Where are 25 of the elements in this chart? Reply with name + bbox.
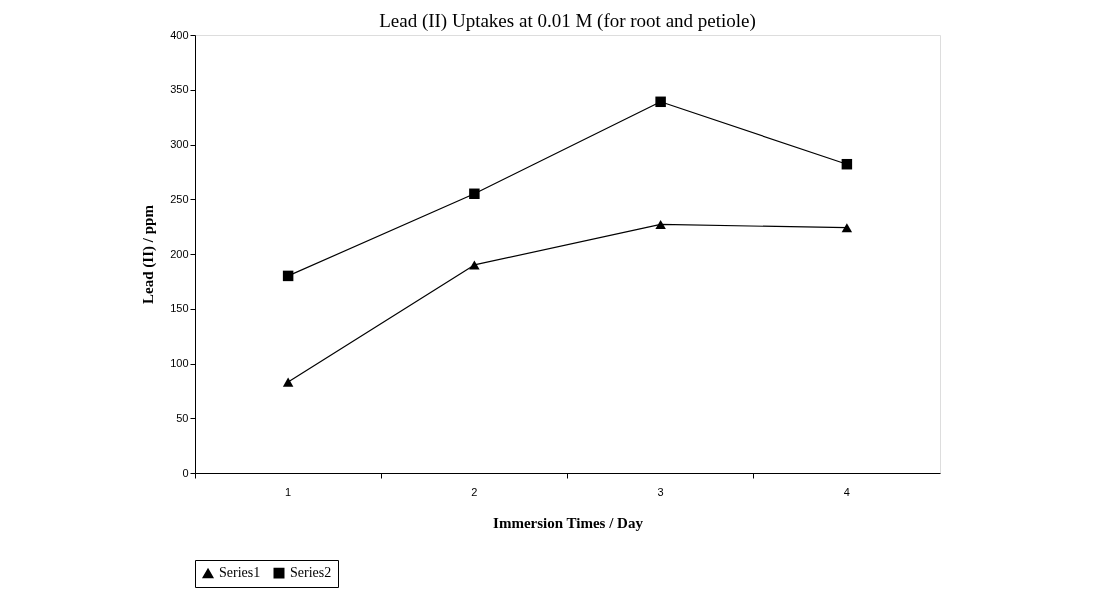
point xyxy=(841,223,853,233)
point xyxy=(655,219,666,229)
chart-title: Lead (II) Uptakes at 0.01 M (for root and petiole) xyxy=(379,10,756,32)
y-tick-label: 350 xyxy=(170,83,189,96)
legend-label: Series2 xyxy=(290,565,332,581)
point xyxy=(282,270,294,282)
y-tick-label: 0 xyxy=(182,466,189,479)
y-tick-label: 300 xyxy=(170,138,189,150)
x-tick-label: 3 xyxy=(657,485,664,498)
y-tick-label: 150 xyxy=(170,302,189,315)
x-tick-label: 4 xyxy=(843,485,850,498)
y-tick-label: 250 xyxy=(170,192,189,205)
y-tick-label: 200 xyxy=(170,247,189,260)
y-axis-title: Lead (II) / ppm xyxy=(140,204,158,304)
point xyxy=(282,377,294,387)
point xyxy=(655,96,666,108)
y-tick-label: 100 xyxy=(170,357,189,369)
x-tick-label: 2 xyxy=(471,485,478,498)
point xyxy=(841,158,853,170)
x-tick-label: 1 xyxy=(285,485,292,498)
y-tick-label: 400 xyxy=(170,28,189,41)
y-tick-label: 50 xyxy=(176,411,189,424)
point xyxy=(469,188,480,200)
legend-label: Series1 xyxy=(219,565,261,581)
x-axis-title: Immersion Times / Day xyxy=(493,514,644,531)
